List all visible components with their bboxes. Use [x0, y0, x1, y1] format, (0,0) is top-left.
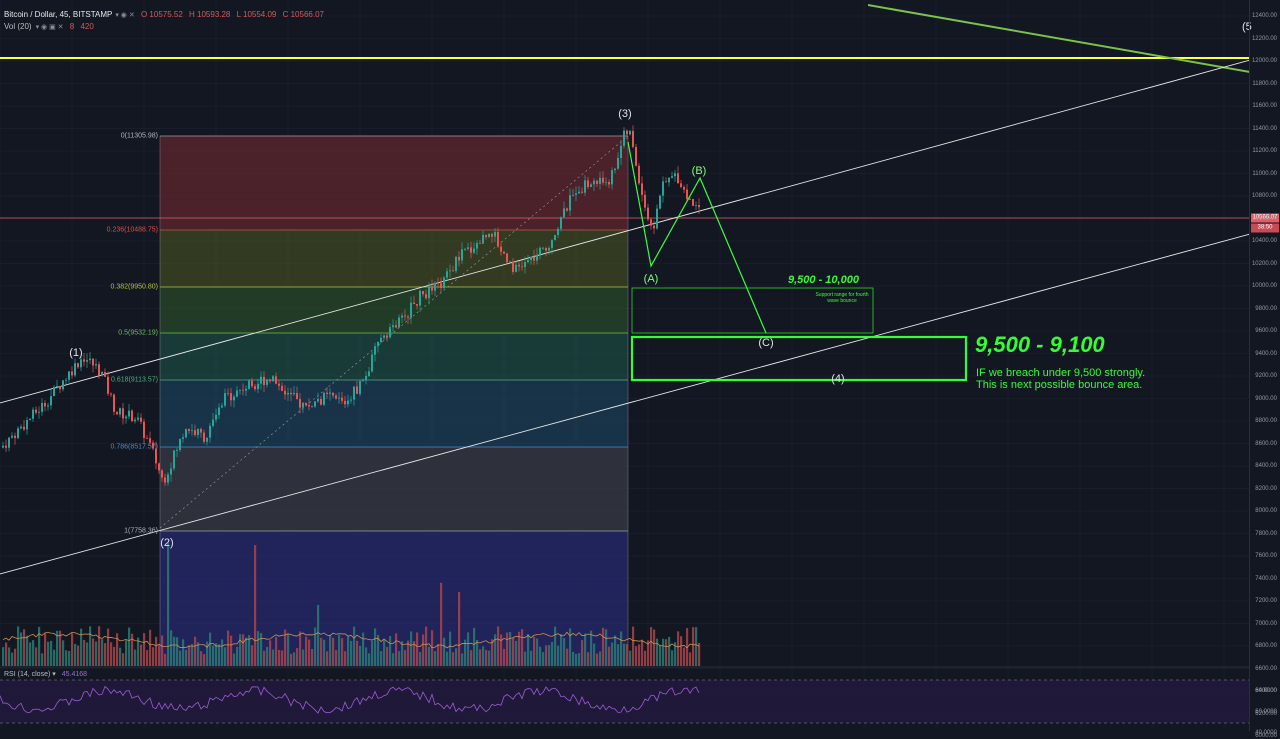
countdown-tag: 38:50 — [1251, 223, 1279, 233]
price-axis-label: 12400.00 — [1251, 13, 1277, 19]
price-axis-label: 7600.00 — [1255, 553, 1277, 559]
fib-label-1: 1(7758.36) — [124, 527, 158, 535]
price-axis-label: 9400.00 — [1255, 350, 1277, 357]
channel-upper-line[interactable] — [0, 59, 1250, 404]
price-axis-label: 7200.00 — [1255, 598, 1277, 604]
price-axis-label: 8400.00 — [1255, 463, 1277, 469]
rsi-value: 45.4168 — [61, 671, 88, 678]
price-axis-label: 7400.00 — [1255, 575, 1277, 582]
price-axis-label: 9800.00 — [1255, 305, 1277, 312]
rsi-axis-label: 80.0000 — [1255, 688, 1277, 694]
volume-menu-icon[interactable]: ▾ ◉ ▣ ✕ — [35, 24, 64, 31]
wave-label-3: (3) — [618, 108, 632, 120]
volume-ma-line — [2, 631, 700, 649]
price-axis-label: 9000.00 — [1255, 395, 1277, 402]
bounce-note-line1: IF we breach under 9,500 strongly. — [976, 367, 1146, 379]
price-axis-label: 7000.00 — [1255, 620, 1277, 627]
price-axis-label: 6600.00 — [1255, 665, 1277, 672]
price-axis-label: 6800.00 — [1255, 643, 1277, 649]
volume-value-1: 8 — [69, 22, 75, 31]
high-value: H 10593.28 — [189, 10, 231, 19]
wave-label-1: (1) — [69, 347, 83, 359]
volume-bars — [2, 542, 701, 666]
volume-label[interactable]: Vol (20) — [4, 22, 32, 31]
price-axis-label: 8000.00 — [1255, 508, 1277, 514]
price-chart[interactable] — [0, 0, 1250, 731]
price-axis-label: 8800.00 — [1255, 418, 1277, 424]
price-axis-label: 11800.00 — [1252, 80, 1277, 87]
volume-value-2: 420 — [80, 22, 94, 31]
price-axis-label: 6200.00 — [1255, 710, 1277, 717]
wave-label-4: (4) — [831, 373, 845, 385]
bounce-area-note: IF we breach under 9,500 strongly. This … — [976, 367, 1145, 391]
rsi-axis-label: 60.0000 — [1255, 709, 1277, 715]
wave-label-a: (A) — [643, 273, 659, 285]
rsi-legend[interactable]: RSI (14, close) ▾ 45.4168 — [4, 670, 87, 678]
fib-retracement — [159, 135, 629, 666]
low-value: L 10554.09 — [236, 10, 277, 19]
fib-label-05: 0.5(9532.19) — [118, 329, 158, 337]
price-axis-label: 9200.00 — [1255, 373, 1277, 379]
wave-label-5: (5 — [1242, 21, 1252, 33]
current-price-tag: 10566.07 — [1251, 213, 1279, 223]
price-axis-label: 10000.00 — [1251, 283, 1277, 289]
price-axis[interactable]: 10566.07 38:50 12400.00 12200.00 12000.00 1… — [1249, 0, 1280, 739]
support-zone-title: 9,500 - 10,000 — [788, 274, 859, 286]
bounce-area-title: 9,500 - 9,100 — [975, 332, 1105, 357]
support-zone-upper[interactable] — [631, 287, 874, 334]
price-axis-label: 11600.00 — [1252, 103, 1277, 109]
abc-projection[interactable] — [627, 141, 767, 334]
price-axis-label: 11000.00 — [1252, 170, 1277, 177]
price-axis-label: 8600.00 — [1255, 440, 1277, 447]
green-trendline[interactable] — [867, 4, 1250, 73]
bounce-note-line2: This is next possible bounce area. — [976, 379, 1143, 391]
candlesticks — [2, 125, 700, 486]
rsi-pane — [0, 666, 1250, 724]
wave-label-c: (C) — [758, 337, 774, 349]
fib-label-0236: 0.236(10488.75) — [106, 226, 158, 234]
support-zone-lower[interactable] — [630, 335, 968, 382]
fib-label-0382: 0.382(9950.80) — [110, 283, 158, 291]
price-axis-label: 9600.00 — [1255, 328, 1277, 334]
price-axis-label: 12000.00 — [1251, 58, 1277, 64]
price-axis-label: 6400.00 — [1255, 688, 1277, 694]
price-axis-label: 7800.00 — [1255, 530, 1277, 537]
price-axis-label: 8200.00 — [1255, 485, 1277, 492]
legend-menu-icon[interactable]: ▾ ◉ ✕ — [115, 12, 135, 19]
price-axis-label: 12200.00 — [1251, 35, 1277, 42]
price-axis-label: 10800.00 — [1251, 193, 1277, 199]
fib-label-0: 0(11305.98) — [120, 132, 158, 140]
support-zone-note: Support range for fourth wave bounce — [815, 292, 869, 304]
volume-legend: Vol (20) ▾ ◉ ▣ ✕ 8 420 — [4, 21, 94, 33]
price-axis-label: 10200.00 — [1251, 260, 1277, 267]
symbol-title[interactable]: Bitcoin / Dollar, 45, BITSTAMP — [4, 10, 113, 19]
price-axis-label: 10400.00 — [1251, 238, 1277, 244]
close-value: C 10566.07 — [282, 10, 324, 19]
fib-label-0618: 0.618(9113.57) — [111, 376, 158, 384]
price-axis-label: 11400.00 — [1252, 125, 1277, 132]
open-value: O 10575.52 — [140, 10, 183, 19]
wave-label-b: (B) — [691, 165, 707, 177]
price-axis-label: 11200.00 — [1252, 148, 1277, 154]
wave-label-2: (2) — [160, 537, 174, 549]
rsi-menu-icon[interactable]: ▾ — [50, 671, 56, 678]
price-axis-label: 10600.00 — [1251, 215, 1277, 222]
fib-label-0786: 0.786(8517.57) — [110, 443, 158, 451]
channel-lower-line[interactable] — [0, 233, 1250, 575]
chart-legend: Bitcoin / Dollar, 45, BITSTAMP ▾ ◉ ✕ O 10… — [4, 9, 324, 21]
rsi-label: RSI (14, close) — [4, 671, 51, 678]
